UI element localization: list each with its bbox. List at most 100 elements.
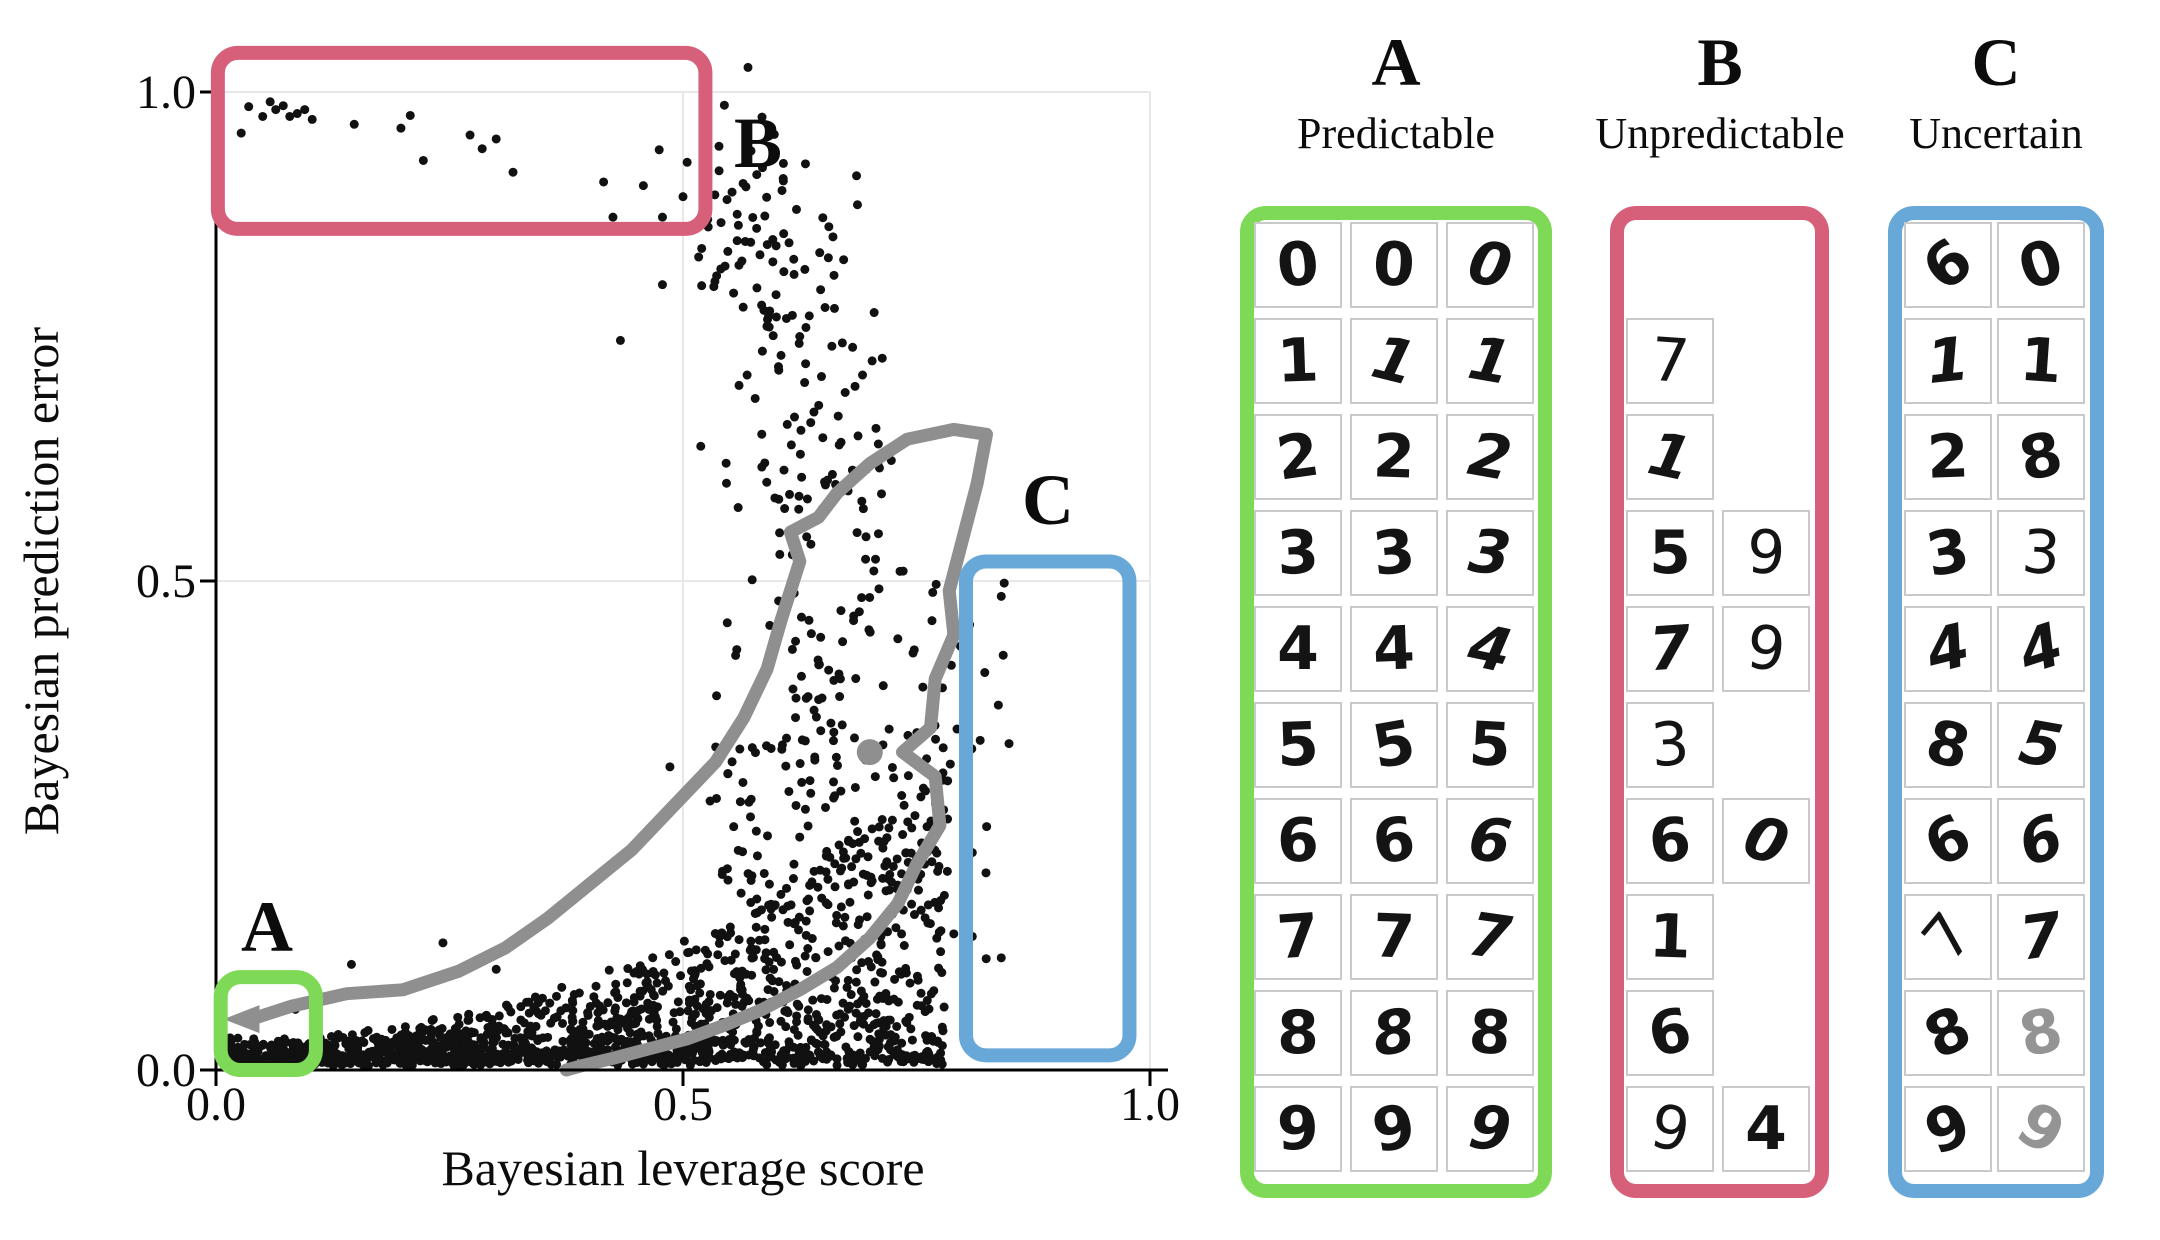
digit-cell-a-r8c1: 8 [1350, 990, 1438, 1076]
digit-cell-c-r5c0: 8 [1904, 702, 1992, 788]
digit-cell-c-r8c1: 8 [1997, 990, 2085, 1076]
digit-cell-c-r7c1: 7 [1997, 894, 2085, 980]
digit-cell-b-r2c0: 1 [1626, 414, 1714, 500]
digit-glyph: 7 [1274, 900, 1322, 974]
digit-cell-a-r7c1: 7 [1350, 894, 1438, 980]
region-box-b [210, 45, 713, 236]
digit-glyph: 5 [2014, 706, 2068, 784]
digit-glyph: 6 [1909, 224, 1987, 306]
digit-glyph: 1 [1463, 322, 1517, 400]
contour-island [856, 739, 883, 766]
digit-glyph: 1 [1642, 418, 1698, 496]
digit-cell-b-r5c0: 3 [1626, 702, 1714, 788]
digit-cell-b-r6c1: 0 [1722, 798, 1810, 884]
digit-cell-b-r8c0: 6 [1626, 990, 1714, 1076]
digit-cell-a-r6c2: 6 [1446, 798, 1534, 884]
digit-glyph: 6 [1646, 804, 1694, 878]
digit-glyph: 4 [2010, 609, 2072, 689]
digit-cell-a-r5c0: 5 [1254, 702, 1342, 788]
region-letter-b: B [734, 103, 782, 183]
contour-arrowhead [223, 1005, 260, 1034]
digit-glyph: 5 [1367, 706, 1421, 784]
panel-a-subtitle: Predictable [1297, 109, 1495, 158]
panel-c-subtitle: Uncertain [1909, 109, 2083, 158]
digit-glyph: 9 [2005, 1088, 2077, 1170]
digit-glyph: 1 [1365, 321, 1423, 401]
digit-glyph: 9 [1745, 517, 1787, 589]
digit-glyph: 5 [1649, 518, 1691, 588]
density-contour [245, 422, 993, 1077]
digit-cell-a-r7c0: 7 [1254, 894, 1342, 980]
digit-cell-c-r2c0: 2 [1904, 414, 1992, 500]
digit-glyph: 1 [1923, 324, 1973, 398]
digit-cell-b-r3c0: 5 [1626, 510, 1714, 596]
digit-cell-a-r5c2: 5 [1446, 702, 1534, 788]
digit-cell-c-r3c1: 3 [1997, 510, 2085, 596]
digit-glyph: 9 [1465, 1092, 1515, 1166]
digit-glyph: 6 [2010, 801, 2072, 881]
digit-glyph: 3 [1465, 516, 1515, 590]
digit-cell-a-r2c1: 2 [1350, 414, 1438, 500]
digit-cell-c-r6c0: 6 [1904, 798, 1992, 884]
digit-cell-a-r3c1: 3 [1350, 510, 1438, 596]
digit-cell-c-r5c1: 5 [1997, 702, 2085, 788]
digit-glyph: 9 [1275, 1093, 1321, 1165]
digit-glyph: 3 [2019, 516, 2063, 590]
digit-cell-a-r3c0: 3 [1254, 510, 1342, 596]
digit-cell-a-r9c0: 9 [1254, 1086, 1342, 1172]
region-letter-a: A [241, 887, 293, 967]
digit-cell-a-r4c2: 4 [1446, 606, 1534, 692]
digit-cell-a-r8c2: 8 [1446, 990, 1534, 1076]
digit-glyph: 7 [1648, 324, 1692, 398]
digit-cell-b-r4c1: 9 [1722, 606, 1810, 692]
digit-glyph: 9 [1645, 1091, 1695, 1167]
digit-cell-a-r1c1: 1 [1350, 318, 1438, 404]
digit-glyph: 0 [2010, 225, 2072, 305]
digit-glyph: 8 [2013, 994, 2069, 1072]
x-tick-label: 1.0 [1120, 1078, 1180, 1131]
digit-glyph: 1 [1647, 901, 1693, 973]
digit-cell-a-r3c2: 3 [1446, 510, 1534, 596]
digit-cell-c-r1c0: 1 [1904, 318, 1992, 404]
panel-a-letter: A [1371, 24, 1421, 100]
x-tick-label: 0.0 [186, 1078, 246, 1131]
digit-cell-b-r6c0: 6 [1626, 798, 1714, 884]
digit-cell-a-r2c0: 2 [1254, 414, 1342, 500]
digit-glyph: 8 [1919, 705, 1977, 785]
x-tick-label: 0.5 [653, 1078, 713, 1131]
digit-glyph: 9 [1743, 612, 1789, 686]
digit-cell-a-r9c2: 9 [1446, 1086, 1534, 1172]
digit-glyph: 5 [1275, 709, 1321, 781]
digit-glyph: 3 [1369, 516, 1419, 590]
y-tick-label: 0.0 [136, 1044, 196, 1097]
digit-cell-c-r4c0: 4 [1904, 606, 1992, 692]
digit-cell-a-r0c1: 0 [1350, 222, 1438, 308]
digit-cell-b-r1c0: 7 [1626, 318, 1714, 404]
digit-glyph: 4 [1371, 613, 1417, 685]
digit-glyph: 5 [1467, 708, 1513, 782]
panel-b-letter: B [1697, 24, 1743, 100]
digit-cell-a-r1c2: 1 [1446, 318, 1534, 404]
digit-glyph: 4 [1277, 614, 1319, 684]
digit-glyph: 0 [1462, 226, 1518, 304]
digit-cell-c-r2c1: 8 [1997, 414, 2085, 500]
digit-cell-a-r4c1: 4 [1350, 606, 1438, 692]
digit-cell-a-r7c2: 7 [1446, 894, 1534, 980]
digit-glyph: 6 [1275, 805, 1321, 877]
digit-glyph: 7 [1464, 899, 1516, 975]
digit-cell-b-r3c1: 9 [1722, 510, 1810, 596]
digit-glyph: 2 [1371, 421, 1417, 493]
y-tick-label: 1.0 [136, 66, 196, 119]
digit-cell-c-r7c0: 7 [1904, 894, 1992, 980]
y-axis-label: Bayesian prediction error [13, 327, 69, 835]
region-box-c [959, 554, 1137, 1063]
digit-glyph: 0 [1735, 801, 1797, 881]
digit-cell-a-r1c0: 1 [1254, 318, 1342, 404]
region-letter-c: C [1022, 460, 1074, 540]
digit-cell-a-r9c1: 9 [1350, 1086, 1438, 1172]
digit-glyph: 0 [1273, 228, 1323, 302]
digit-glyph: 4 [1462, 610, 1518, 688]
digit-glyph: 1 [1275, 325, 1321, 397]
digit-cell-a-r4c0: 4 [1254, 606, 1342, 692]
